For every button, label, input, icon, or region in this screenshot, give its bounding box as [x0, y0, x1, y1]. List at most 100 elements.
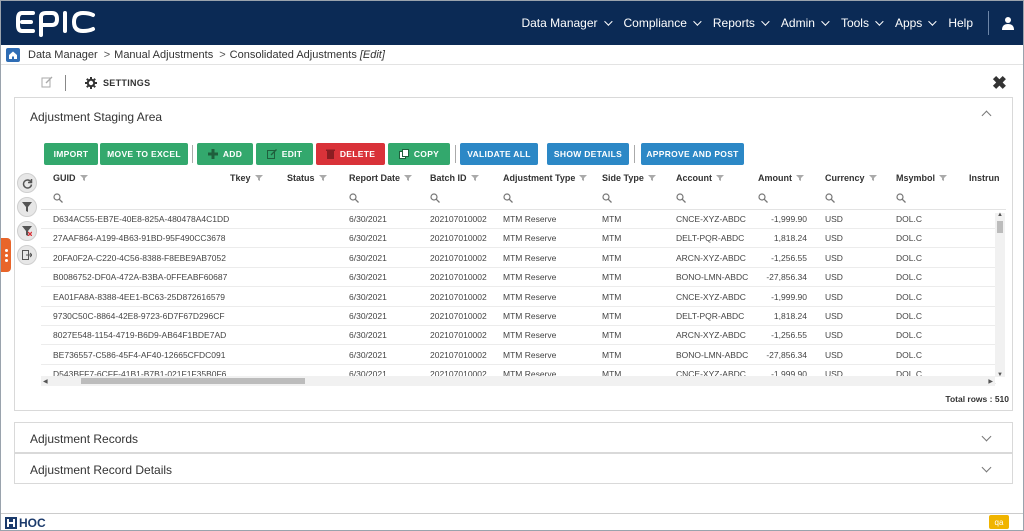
table-cell: ARCN-XYZ-ABDC — [676, 252, 746, 263]
menu-help[interactable]: Help — [941, 1, 980, 45]
column-header[interactable]: Msymbol — [896, 173, 948, 183]
column-filter-icon[interactable] — [939, 173, 948, 183]
scrollbar-thumb[interactable] — [997, 221, 1003, 233]
import-button[interactable]: IMPORT — [44, 143, 98, 165]
table-cell: -1,999.90 — [771, 369, 807, 380]
breadcrumb-separator: > — [103, 48, 111, 61]
menu-admin[interactable]: Admin — [774, 1, 834, 45]
chevron-down-icon — [693, 17, 702, 26]
copy-button[interactable]: COPY — [388, 143, 450, 165]
table-cell: MTM Reserve — [503, 311, 557, 321]
column-label: Batch ID — [430, 173, 467, 183]
epic-logo[interactable] — [15, 7, 101, 37]
table-cell: USD — [825, 214, 843, 224]
table-cell: MTM — [602, 233, 622, 244]
chevron-down-icon[interactable] — [981, 462, 992, 473]
menu-tools[interactable]: Tools — [834, 1, 888, 45]
user-icon[interactable] — [993, 1, 1023, 45]
table-cell: ARCN-XYZ-ABDC — [676, 330, 746, 341]
search-icon[interactable] — [503, 193, 513, 206]
column-filter-icon[interactable] — [404, 173, 413, 183]
search-icon[interactable] — [676, 193, 686, 206]
add-button[interactable]: ADD — [197, 143, 253, 165]
menu-reports[interactable]: Reports — [706, 1, 774, 45]
total-rows: Total rows : 510 — [945, 394, 1009, 404]
edit-icon[interactable] — [41, 76, 53, 88]
column-filter-icon[interactable] — [716, 173, 724, 183]
horizontal-scrollbar[interactable]: ◀ ▶ — [41, 376, 995, 386]
column-header[interactable]: Currency — [825, 173, 877, 183]
close-icon[interactable]: ✖ — [991, 73, 1007, 93]
breadcrumb-item-consolidated-adjustments: Consolidated Adjustments — [229, 48, 357, 61]
column-filter-icon[interactable] — [579, 173, 588, 183]
chevron-down-icon[interactable] — [981, 431, 992, 442]
table-row[interactable]: EA01FA8A-8388-4EE1-BC63-25D872616579 6/30… — [41, 288, 996, 307]
adjustment-record-details-section[interactable]: Adjustment Record Details — [14, 453, 1013, 484]
chevron-down-icon — [761, 17, 770, 26]
move-to-excel-button[interactable]: MOVE TO EXCEL — [100, 143, 188, 165]
table-row[interactable]: 8027E548-1154-4719-B6D9-AB64F1BDE7AD 6/30… — [41, 326, 996, 346]
column-filter-icon[interactable] — [254, 173, 263, 183]
column-filter-icon[interactable] — [470, 173, 479, 183]
adjustment-records-section[interactable]: Adjustment Records — [14, 422, 1013, 453]
column-filter-icon[interactable] — [868, 173, 877, 183]
export-icon[interactable] — [17, 245, 37, 265]
column-header[interactable]: Side Type — [602, 173, 656, 183]
menu-apps[interactable]: Apps — [888, 1, 941, 45]
menu-data-manager[interactable]: Data Manager — [514, 1, 616, 45]
show-details-button[interactable]: SHOW DETAILS — [547, 143, 629, 165]
breadcrumb-item-data-manager[interactable]: Data Manager — [28, 48, 98, 61]
table-row[interactable]: D634AC55-EB7E-40E8-825A-480478A4C1DD 6/30… — [41, 210, 996, 229]
column-header[interactable]: Report Date — [349, 173, 413, 183]
edit-button[interactable]: EDIT — [256, 143, 313, 165]
menu-label: Help — [948, 16, 973, 30]
breadcrumb: Data Manager > Manual Adjustments > Cons… — [1, 45, 1023, 65]
section-title: Adjustment Records — [30, 432, 139, 446]
column-header[interactable]: Batch ID — [430, 173, 479, 183]
table-row[interactable]: BE736557-C586-45F4-AF40-12665CFDC091 6/30… — [41, 346, 996, 365]
column-filter-icon[interactable] — [79, 173, 88, 183]
table-cell: CNCE-XYZ-ABDC — [676, 214, 746, 224]
side-panel-toggle[interactable] — [1, 238, 11, 272]
search-icon[interactable] — [825, 193, 835, 206]
grid-filter-row — [41, 188, 1006, 210]
table-cell: USD — [825, 291, 843, 302]
column-header[interactable]: Tkey — [230, 173, 263, 183]
table-cell: MTM Reserve — [503, 252, 557, 263]
table-row[interactable]: B0086752-DF0A-472A-B3BA-0FFEABF60687 6/30… — [41, 268, 996, 288]
menu-label: Apps — [894, 16, 923, 30]
delete-button[interactable]: DELETE — [316, 143, 385, 165]
filter-icon[interactable] — [17, 197, 37, 217]
search-icon[interactable] — [896, 193, 906, 206]
table-cell: MTM Reserve — [503, 214, 557, 224]
column-header[interactable]: Account — [676, 173, 724, 183]
scrollbar-thumb[interactable] — [81, 378, 305, 384]
column-header[interactable]: Status — [287, 173, 327, 183]
approve-and-post-button[interactable]: APPROVE AND POST — [641, 143, 744, 165]
clear-filter-icon[interactable] — [17, 221, 37, 241]
column-header[interactable]: Adjustment Type — [503, 173, 588, 183]
table-row[interactable]: 9730C50C-8864-42E8-9723-6D7F67D296CF 6/30… — [41, 307, 996, 326]
table-row[interactable]: 20FA0F2A-C220-4C56-8388-F8EBE9AB7052 6/30… — [41, 249, 996, 268]
column-header[interactable]: GUID — [53, 173, 88, 183]
column-filter-icon[interactable] — [647, 173, 656, 183]
validate-all-button[interactable]: VALIDATE ALL — [460, 143, 538, 165]
home-icon[interactable] — [6, 47, 20, 62]
search-icon[interactable] — [349, 193, 359, 206]
settings-button[interactable]: SETTINGS — [85, 77, 150, 89]
search-icon[interactable] — [430, 193, 440, 206]
chevron-up-icon[interactable] — [981, 110, 992, 121]
column-filter-icon[interactable] — [796, 173, 804, 183]
column-header[interactable]: Instrun — [969, 173, 1000, 183]
table-cell: DOL.C — [896, 272, 922, 283]
search-icon[interactable] — [53, 193, 63, 206]
vertical-scrollbar[interactable]: ▲ ▼ — [995, 212, 1005, 378]
column-header[interactable]: Amount — [758, 173, 804, 183]
search-icon[interactable] — [602, 193, 612, 206]
menu-compliance[interactable]: Compliance — [617, 1, 706, 45]
column-filter-icon[interactable] — [318, 173, 327, 183]
table-row[interactable]: 27AAF864-A199-4B63-91BD-95F490CC3678 6/30… — [41, 229, 996, 249]
refresh-icon[interactable] — [17, 173, 37, 193]
search-icon[interactable] — [758, 193, 768, 206]
breadcrumb-item-manual-adjustments[interactable]: Manual Adjustments — [114, 48, 214, 61]
